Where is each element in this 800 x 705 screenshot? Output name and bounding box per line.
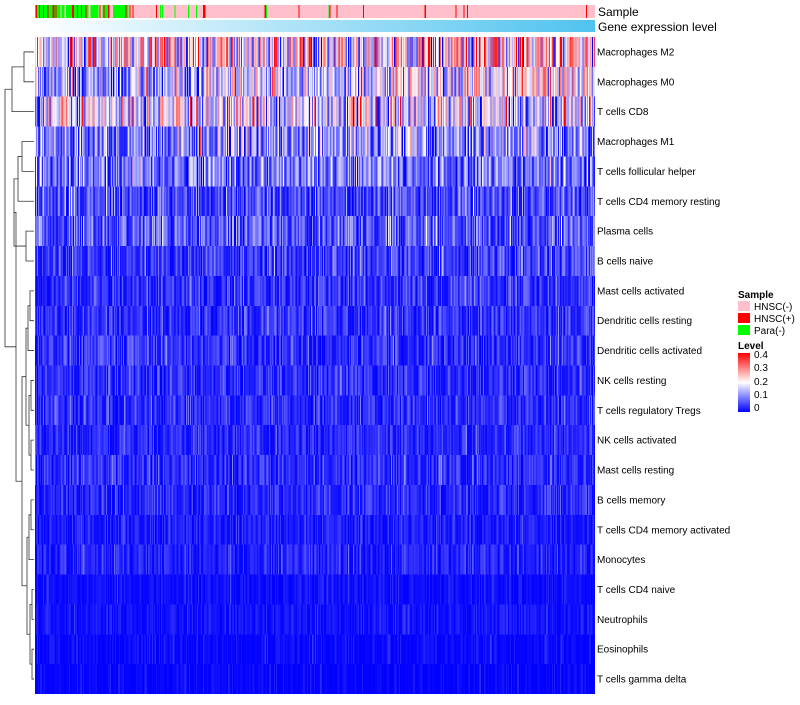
row-label: Dendritic cells resting bbox=[597, 316, 692, 327]
row-label: B cells naive bbox=[597, 256, 654, 267]
dendrogram-branch bbox=[25, 327, 29, 426]
dendrogram-branch bbox=[29, 290, 34, 322]
dendrogram-branch bbox=[4, 88, 16, 348]
dendrogram-branch bbox=[17, 156, 34, 202]
row-dendrogram bbox=[4, 51, 34, 680]
dendrogram-branch bbox=[28, 514, 34, 561]
legend-level-tick: 0.2 bbox=[754, 377, 768, 388]
annotation-label-expression-level: Gene expression level bbox=[598, 20, 717, 34]
dendrogram-branch bbox=[21, 141, 34, 172]
legend-level-tick: 0 bbox=[754, 403, 760, 414]
dendrogram-branch bbox=[30, 439, 34, 471]
row-label: Neutrophils bbox=[597, 615, 648, 626]
dendrogram-branch bbox=[30, 380, 34, 411]
legend-swatch-para-neg bbox=[738, 325, 750, 335]
row-label: T cells CD4 memory resting bbox=[597, 197, 720, 208]
dendrogram-branch bbox=[23, 51, 34, 83]
legend-sample-title: Sample bbox=[738, 290, 774, 301]
dendrogram-branch bbox=[11, 66, 34, 113]
row-label: Mast cells activated bbox=[597, 286, 684, 297]
legend-label-hnsc-pos: HNSC(+) bbox=[754, 314, 795, 325]
row-label: Macrophages M0 bbox=[597, 77, 675, 88]
row-label: T cells gamma delta bbox=[597, 675, 687, 686]
row-label: T cells CD4 memory activated bbox=[597, 525, 730, 536]
row-label: Macrophages M1 bbox=[597, 137, 675, 148]
legend-swatch-hnsc-pos bbox=[738, 313, 750, 323]
legend-level-tick: 0.1 bbox=[754, 390, 768, 401]
dendrogram-branch bbox=[25, 230, 34, 262]
dendrogram-branch bbox=[31, 648, 34, 680]
row-label: T cells CD8 bbox=[597, 107, 649, 118]
row-label: T cells follicular helper bbox=[597, 167, 696, 178]
heatmap-cells bbox=[35, 37, 595, 694]
dendrogram-branch bbox=[26, 536, 30, 635]
dendrogram-branch bbox=[31, 589, 34, 620]
legend-label-para-neg: Para(-) bbox=[754, 326, 785, 337]
top-annotation-image bbox=[35, 5, 595, 35]
row-label: Plasma cells bbox=[597, 227, 653, 238]
legend-level-tick: 0.3 bbox=[754, 363, 768, 374]
row-label: B cells memory bbox=[597, 495, 665, 506]
row-label: NK cells activated bbox=[597, 436, 676, 447]
row-label: Eosinophils bbox=[597, 645, 648, 656]
dendrogram-branch bbox=[30, 499, 34, 531]
row-label: Dendritic cells activated bbox=[597, 346, 702, 357]
row-label: Monocytes bbox=[597, 555, 645, 566]
row-label: Macrophages M2 bbox=[597, 47, 675, 58]
dendrogram-branch bbox=[27, 305, 34, 351]
row-label: Mast cells resting bbox=[597, 466, 674, 477]
legend: Sample HNSC(-) HNSC(+) Para(-) Level 0.4… bbox=[738, 290, 795, 414]
legend-level-tick: 0.4 bbox=[754, 350, 768, 361]
row-labels: Macrophages M2 Macrophages M0 T cells CD8 M… bbox=[597, 47, 730, 685]
annotation-label-sample: Sample bbox=[598, 5, 639, 19]
row-label: T cells CD4 naive bbox=[597, 585, 676, 596]
legend-label-hnsc-neg: HNSC(-) bbox=[754, 302, 792, 313]
legend-level-colorbar bbox=[738, 353, 750, 412]
legend-swatch-hnsc-neg bbox=[738, 301, 750, 311]
legend-level-title: Level bbox=[738, 341, 764, 352]
row-label: T cells regulatory Tregs bbox=[597, 406, 701, 417]
row-label: NK cells resting bbox=[597, 376, 666, 387]
